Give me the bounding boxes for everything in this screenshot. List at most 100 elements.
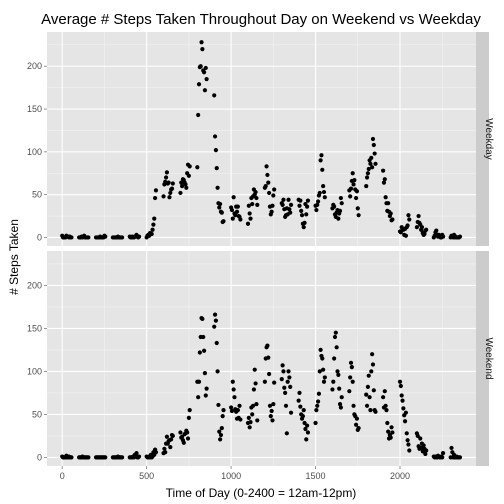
data-point [334,345,339,350]
data-point [219,210,224,215]
data-point [201,348,207,353]
data-point [314,408,319,413]
y-tick-label: 200 [27,280,42,290]
data-point [332,204,337,209]
data-point [288,384,293,389]
data-point [332,334,338,340]
data-point [196,82,202,87]
data-point [318,347,323,352]
data-point [279,377,284,382]
data-point [134,451,139,456]
data-point [419,445,424,451]
data-point [364,392,369,397]
data-point [153,188,159,193]
data-point [228,405,234,410]
data-point [229,207,235,213]
data-point [247,425,252,430]
data-point [238,417,243,422]
data-point [297,390,302,395]
data-point [302,420,307,426]
data-point [348,186,354,191]
data-point [195,165,200,170]
data-point [231,195,236,200]
facet-strip [476,251,489,466]
data-point [321,183,326,189]
x-axis: 0 500 1000 1500 2000 [60,466,410,481]
data-point [250,403,256,408]
data-point [180,434,185,439]
data-point [286,369,291,374]
y-tick-label: 150 [27,323,42,333]
data-point [351,182,356,187]
data-point [366,166,371,172]
data-point [373,161,378,166]
data-point [381,180,387,185]
data-point [248,216,253,221]
facet-strip [476,32,489,246]
data-point [384,408,389,413]
data-point [235,408,240,413]
data-point [183,182,188,187]
data-point [269,408,274,414]
data-point [161,194,166,199]
data-point [103,455,108,460]
data-point [281,369,286,374]
data-point [457,234,463,239]
data-point [267,403,273,408]
data-point [69,455,74,460]
data-point [212,312,218,317]
data-point [364,403,370,408]
data-point [403,233,409,238]
data-point [369,155,374,160]
data-point [265,343,270,348]
data-point [264,164,269,169]
data-point [348,360,354,365]
data-point [371,142,376,148]
data-point [305,198,311,203]
y-tick-label: 200 [27,61,42,71]
data-point [337,386,342,391]
data-point [254,401,259,407]
data-point [253,189,258,195]
data-point [337,401,343,407]
x-tick-label: 0 [60,471,65,481]
data-point [353,195,359,201]
data-point [272,187,277,192]
data-point [349,365,354,370]
data-point [283,390,288,395]
data-point [368,161,373,166]
data-point [187,408,192,413]
data-point [266,355,271,360]
data-point [350,171,355,176]
data-point [218,432,224,438]
data-point [386,429,391,434]
data-point [422,231,427,237]
data-point [402,419,408,424]
data-point [288,210,293,215]
data-point [304,212,309,217]
data-point [265,172,270,178]
data-point [170,181,175,186]
data-point [285,379,290,384]
data-point [331,379,336,384]
data-point [255,418,260,423]
data-point [368,408,373,413]
data-point [321,367,326,372]
data-point [370,352,375,357]
data-point [186,415,191,420]
data-point [318,158,323,163]
facet-panels: 0 50 100 150 200 Weekday 0 50 100 150 200 Weekend [27,32,494,466]
data-point [214,166,219,171]
data-point [356,426,361,431]
data-point [252,367,257,372]
data-point [212,134,218,139]
data-point [196,112,201,118]
data-point [297,203,302,208]
data-point [215,369,220,374]
y-axis-title: # Steps Taken [7,219,21,295]
data-point [234,209,240,214]
data-point [284,431,289,436]
data-point [253,381,258,386]
data-point [185,436,191,441]
y-tick-label: 150 [27,104,42,114]
